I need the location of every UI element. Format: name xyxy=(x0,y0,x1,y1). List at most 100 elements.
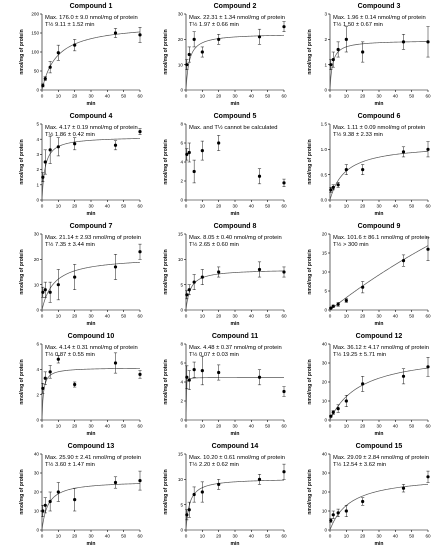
y-axis-label: nmol/mg of protein xyxy=(307,29,313,74)
x-tick-label: 10 xyxy=(200,424,206,429)
x-tick-label: 10 xyxy=(200,314,206,319)
x-tick-label: 60 xyxy=(281,424,287,429)
data-point xyxy=(185,63,189,67)
y-tick-label: 30 xyxy=(34,232,40,237)
data-point xyxy=(257,477,262,481)
y-tick-label: 40 xyxy=(322,342,328,347)
y-tick-label: 30 xyxy=(322,361,328,366)
data-point xyxy=(217,270,221,274)
x-tick-label: 20 xyxy=(72,94,78,99)
fit-annotation: T½ 12.54 ± 3.62 min xyxy=(333,461,386,468)
data-point xyxy=(41,83,45,88)
y-tick-label: 0 xyxy=(36,528,39,533)
fit-curve xyxy=(41,138,141,201)
y-tick-label: 20 xyxy=(322,380,328,385)
chart-title: Compound 8 xyxy=(214,223,257,230)
x-tick-label: 20 xyxy=(72,204,78,209)
x-tick-label: 40 xyxy=(105,94,111,99)
y-axis-label: nmol/mg of protein xyxy=(163,249,169,294)
chart-panel: Compound 10 0 10 20 30 40 50 60 0 2 4 6 min nmol/mg o… xyxy=(19,333,143,437)
data-point xyxy=(73,43,77,47)
chart-panel: Compound 7 0 10 20 30 40 50 60 0 10 20 30 min nmol/mg… xyxy=(19,223,143,327)
fit-annotation: Max. 22.31 ± 1.34 nmol/mg of protein xyxy=(189,15,285,21)
chart-title: Compound 2 xyxy=(214,3,257,10)
x-tick-label: 40 xyxy=(105,314,111,319)
fit-annotation: Max. 4.14 ± 0.31 nmol/mg of protein xyxy=(45,345,138,351)
x-tick-label: 30 xyxy=(232,534,238,539)
data-point xyxy=(336,47,340,52)
fit-annotation: T½ 2.20 ± 0.62 min xyxy=(189,461,239,468)
y-tick-label: 20 xyxy=(34,257,40,262)
data-point xyxy=(344,168,348,172)
data-point xyxy=(282,25,286,29)
x-tick-label: 0 xyxy=(41,204,44,209)
data-point xyxy=(192,492,196,497)
data-point xyxy=(329,306,333,310)
x-tick-label: 10 xyxy=(200,534,206,539)
y-tick-label: 8 xyxy=(180,122,183,127)
fit-annotation: Max. 29.09 ± 2.84 nmol/mg of protein xyxy=(333,455,429,461)
chart-title: Compound 4 xyxy=(70,113,113,120)
fit-annotation: Max. 176.0 ± 9.0 nmol/mg of protein xyxy=(45,15,138,21)
data-point xyxy=(138,479,142,483)
x-tick-label: 10 xyxy=(344,314,350,319)
data-point xyxy=(113,361,118,365)
data-point xyxy=(185,375,189,379)
data-point xyxy=(113,31,118,35)
y-axis-label: nmol/mg of protein xyxy=(163,139,169,184)
data-point xyxy=(217,370,221,375)
x-tick-label: 60 xyxy=(425,204,431,209)
x-tick-label: 50 xyxy=(265,94,271,99)
y-tick-label: 0 xyxy=(324,88,327,93)
y-tick-label: 0 xyxy=(324,308,327,313)
y-tick-label: 0 xyxy=(36,88,39,93)
y-tick-label: 30 xyxy=(178,12,184,17)
x-tick-label: 20 xyxy=(360,314,366,319)
x-tick-label: 60 xyxy=(281,534,287,539)
fit-annotation: Max. 1.11 ± 0.09 nmol/mg of protein xyxy=(333,125,425,131)
fit-annotation: T½ 9.11 ± 1.52 min xyxy=(45,21,94,28)
x-axis-label: min xyxy=(87,211,96,217)
y-axis-label: nmol/mg of protein xyxy=(19,469,25,514)
x-tick-label: 30 xyxy=(232,424,238,429)
x-tick-label: 50 xyxy=(121,534,127,539)
data-point xyxy=(282,389,286,394)
x-tick-label: 20 xyxy=(360,534,366,539)
x-tick-label: 50 xyxy=(265,424,271,429)
x-tick-label: 10 xyxy=(344,424,350,429)
data-point xyxy=(257,35,262,39)
x-tick-label: 60 xyxy=(281,94,287,99)
data-point xyxy=(138,250,142,254)
fit-annotation: T½ 2.65 ± 0.60 min xyxy=(189,241,239,248)
data-point xyxy=(361,50,365,54)
x-tick-label: 60 xyxy=(137,534,143,539)
chart-panel: Compound 9 0 10 20 30 40 50 60 0 5 10 15 20 min nmol/m… xyxy=(307,223,431,327)
y-tick-label: 0 xyxy=(180,88,183,93)
y-tick-label: 3 xyxy=(36,152,39,157)
y-tick-label: 4 xyxy=(36,137,39,142)
x-axis-label: min xyxy=(375,211,384,217)
x-tick-label: 0 xyxy=(185,534,188,539)
x-tick-label: 10 xyxy=(344,534,350,539)
x-axis-label: min xyxy=(231,101,240,107)
data-point xyxy=(426,475,430,479)
fit-annotation: Max. 4.17 ± 0.19 nmol/mg of protein xyxy=(45,125,138,131)
data-point xyxy=(41,509,45,513)
data-point xyxy=(344,37,348,41)
x-tick-label: 60 xyxy=(137,424,143,429)
x-tick-label: 10 xyxy=(56,534,62,539)
data-point xyxy=(48,148,52,152)
data-point xyxy=(282,270,286,274)
y-tick-label: 6 xyxy=(36,342,39,347)
x-tick-label: 50 xyxy=(265,204,271,209)
data-point xyxy=(56,490,60,494)
fit-annotation: T½ > 300 min xyxy=(333,241,369,248)
y-tick-label: 40 xyxy=(322,452,328,457)
y-tick-label: 30 xyxy=(34,471,40,476)
data-point xyxy=(192,37,196,41)
fit-curve xyxy=(185,34,285,91)
x-tick-label: 20 xyxy=(72,314,78,319)
x-tick-label: 40 xyxy=(105,204,111,209)
fit-annotation: Max. 4.48 ± 0.37 nmol/mg of protein xyxy=(189,345,282,351)
